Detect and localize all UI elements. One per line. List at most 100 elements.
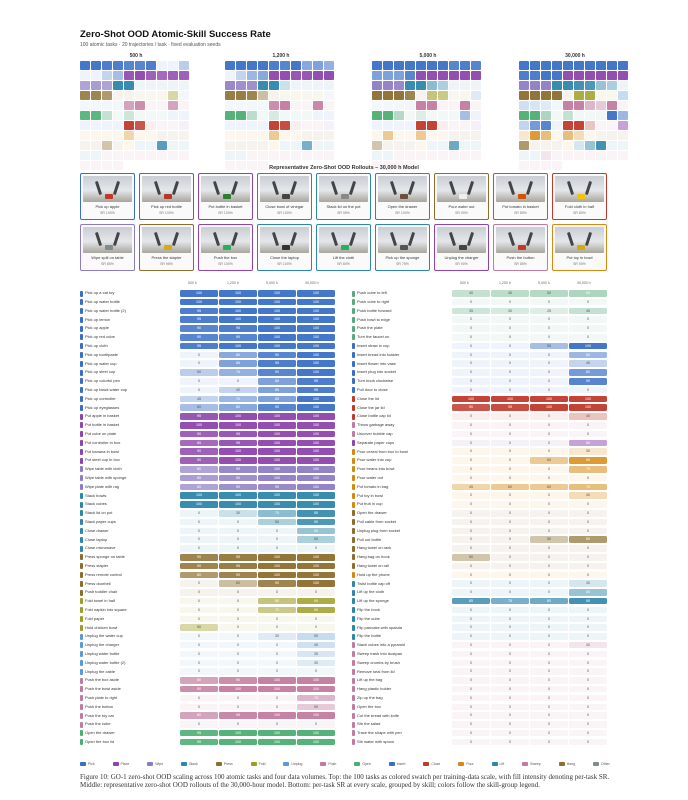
- sr-cell: 0: [491, 325, 529, 332]
- heatmap-cell: [280, 91, 290, 100]
- sr-cell: 0: [219, 641, 257, 649]
- heatmap-cell: [324, 101, 334, 110]
- heatmap-cell: [80, 151, 90, 160]
- heatmap-cell: [168, 141, 178, 150]
- skill-color-marker: [80, 739, 83, 746]
- table-row: Pick up a cat toy 100 100 100 100: [80, 289, 335, 298]
- heatmap-cell: [519, 81, 529, 90]
- sr-cell: 0: [530, 492, 568, 499]
- heatmap-cell: [563, 151, 573, 160]
- robot-arm-left: [507, 231, 516, 247]
- table-row: Pour water into cup 0 0 60 90: [352, 456, 607, 465]
- sr-cell: 100: [258, 571, 296, 579]
- skill-color-marker: [80, 457, 83, 464]
- sr-cell: 100: [297, 677, 335, 684]
- task-label: Push the toy car: [85, 712, 114, 718]
- heatmap-cell: [91, 131, 101, 140]
- heatmap-cell: [313, 101, 323, 110]
- heatmap-cell: [280, 151, 290, 160]
- rollout-frame: [496, 227, 545, 253]
- robot-arm-right: [171, 231, 180, 247]
- heatmap-cell: [225, 141, 235, 150]
- task-object: [164, 245, 172, 250]
- sr-cell: 100: [258, 307, 296, 315]
- sr-cell: 100: [569, 342, 607, 350]
- skill-color-marker: [352, 721, 355, 728]
- heatmap-cell: [471, 61, 481, 70]
- sr-cell: 100: [297, 404, 335, 411]
- heatmap-cell: [394, 141, 404, 150]
- legend-item: Pour: [458, 762, 474, 766]
- sr-cell: 100: [297, 298, 335, 306]
- sr-cell: 50: [530, 290, 568, 297]
- sr-cell: 100: [258, 430, 296, 438]
- skill-color-marker: [80, 677, 83, 684]
- rollout-card: Pick up apple SR 100%: [80, 173, 135, 220]
- sr-cell: 0: [530, 413, 568, 420]
- sr-cell: 0: [219, 650, 257, 658]
- heatmap-cell: [449, 71, 459, 80]
- sr-cell: 0: [569, 316, 607, 323]
- table-row: Unplug water bottle (2) 0 0 0 30: [80, 658, 335, 667]
- heatmap-cell: [552, 151, 562, 160]
- heatmap-label: 5,000 h: [419, 53, 437, 59]
- sr-cell: 0: [530, 554, 568, 561]
- sr-cell: 100: [258, 738, 296, 746]
- legend-label: Place: [120, 762, 130, 766]
- heatmap-cell: [405, 161, 415, 170]
- heatmap-cell: [618, 141, 628, 150]
- heatmap-cell: [438, 61, 448, 70]
- skill-color-marker: [352, 378, 355, 385]
- heatmap-cell: [372, 131, 382, 140]
- skill-color-marker: [80, 686, 83, 693]
- sr-cell: 0: [569, 668, 607, 675]
- sr-cell: 0: [180, 580, 218, 587]
- sr-cell: 0: [452, 721, 490, 728]
- task-label: Pick up eyeglasses: [85, 404, 120, 410]
- sr-cell: 100: [258, 729, 296, 737]
- legend-swatch: [388, 762, 395, 766]
- heatmap-cell: [225, 161, 235, 170]
- sr-cell: 100: [219, 413, 257, 420]
- heatmap-cell: [302, 151, 312, 160]
- rollout-sr: SR 100%: [277, 211, 292, 215]
- skill-color-marker: [352, 607, 355, 614]
- heatmap-cell: [225, 91, 235, 100]
- heatmap-cell: [168, 111, 178, 120]
- sr-cell: 50: [452, 554, 490, 561]
- heatmap-cell: [80, 81, 90, 90]
- sr-cell: 0: [491, 369, 529, 376]
- heatmap-cell: [258, 151, 268, 160]
- rollout-caption: Pour water out: [448, 204, 475, 209]
- skill-color-marker: [80, 695, 83, 702]
- sr-cell: 60: [569, 290, 607, 297]
- table-row: Pour beans into bowl 0 0 0 70: [352, 465, 607, 474]
- heatmap-cell: [113, 71, 123, 80]
- sr-cell: 0: [452, 298, 490, 306]
- sr-cell: 0: [452, 685, 490, 693]
- task-label: Pick up lemon: [85, 316, 111, 322]
- heatmap-cell: [460, 121, 470, 130]
- skill-color-marker: [80, 308, 83, 315]
- task-label: Turn knob clockwise: [357, 378, 394, 384]
- sr-cell: 100: [258, 448, 296, 455]
- skill-color-marker: [352, 369, 355, 376]
- rollout-caption: Wipe spill on table: [91, 255, 124, 260]
- sr-cell: 40: [569, 492, 607, 499]
- heatmap-cell: [618, 111, 628, 120]
- sr-cell: 0: [258, 527, 296, 535]
- skill-color-marker: [80, 404, 83, 411]
- table-row: Lift up the cloth 0 0 0 60: [352, 588, 607, 597]
- task-label: Pick up toothpaste: [85, 351, 118, 357]
- heatmap-cell: [80, 161, 90, 170]
- rollout-sr: SR 100%: [100, 211, 115, 215]
- sr-cell: 100: [297, 325, 335, 332]
- rollout-frame: [260, 176, 309, 202]
- sr-cell: 95: [219, 562, 257, 570]
- robot-arm-left: [389, 180, 398, 196]
- sr-cell: 0: [569, 474, 607, 482]
- sr-cell: 100: [297, 580, 335, 587]
- heatmap-cell: [607, 91, 617, 100]
- sr-cell: 100: [297, 351, 335, 359]
- sr-cell: 0: [569, 422, 607, 429]
